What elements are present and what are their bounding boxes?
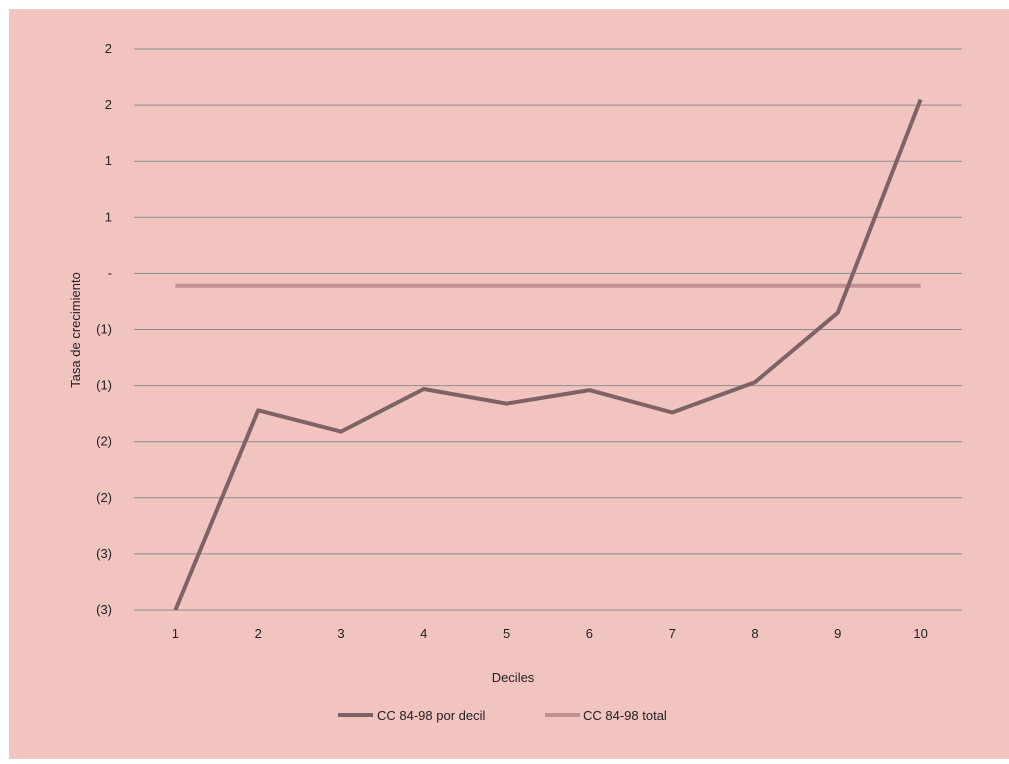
y-tick-label: 2	[105, 97, 112, 112]
x-tick-label: 5	[503, 626, 510, 641]
y-axis-label: Tasa de crecimiento	[68, 272, 83, 388]
y-tick-label: (3)	[96, 546, 112, 561]
series-lines	[173, 98, 923, 611]
gridlines	[134, 48, 962, 611]
x-tick-label: 9	[834, 626, 841, 641]
y-tick-label: (2)	[96, 490, 112, 505]
x-tick-label: 7	[669, 626, 676, 641]
y-tick-labels: 2 2 1 1 - (1) (1) (2) (2) (3) (3)	[96, 41, 112, 617]
x-tick-labels: 1 2 3 4 5 6 7 8 9 10	[172, 626, 928, 641]
x-axis-label: Deciles	[492, 670, 535, 685]
y-tick-label: (1)	[96, 378, 112, 393]
y-tick-label: -	[108, 265, 112, 280]
y-tick-label: 1	[105, 209, 112, 224]
x-tick-label: 1	[172, 626, 179, 641]
legend-label-por-decil: CC 84-98 por decil	[377, 708, 485, 723]
x-tick-label: 8	[751, 626, 758, 641]
legend: CC 84-98 por decil CC 84-98 total	[338, 708, 667, 723]
y-tick-label: (3)	[96, 602, 112, 617]
y-tick-label: (2)	[96, 434, 112, 449]
x-tick-label: 10	[913, 626, 927, 641]
legend-label-total: CC 84-98 total	[583, 708, 667, 723]
chart-background	[9, 9, 1009, 759]
y-tick-label: (1)	[96, 322, 112, 337]
x-tick-label: 6	[586, 626, 593, 641]
x-tick-label: 3	[337, 626, 344, 641]
series-line-por-decil	[173, 98, 923, 611]
x-tick-label: 4	[420, 626, 427, 641]
y-tick-label: 2	[105, 41, 112, 56]
x-tick-label: 2	[255, 626, 262, 641]
y-tick-label: 1	[105, 153, 112, 168]
